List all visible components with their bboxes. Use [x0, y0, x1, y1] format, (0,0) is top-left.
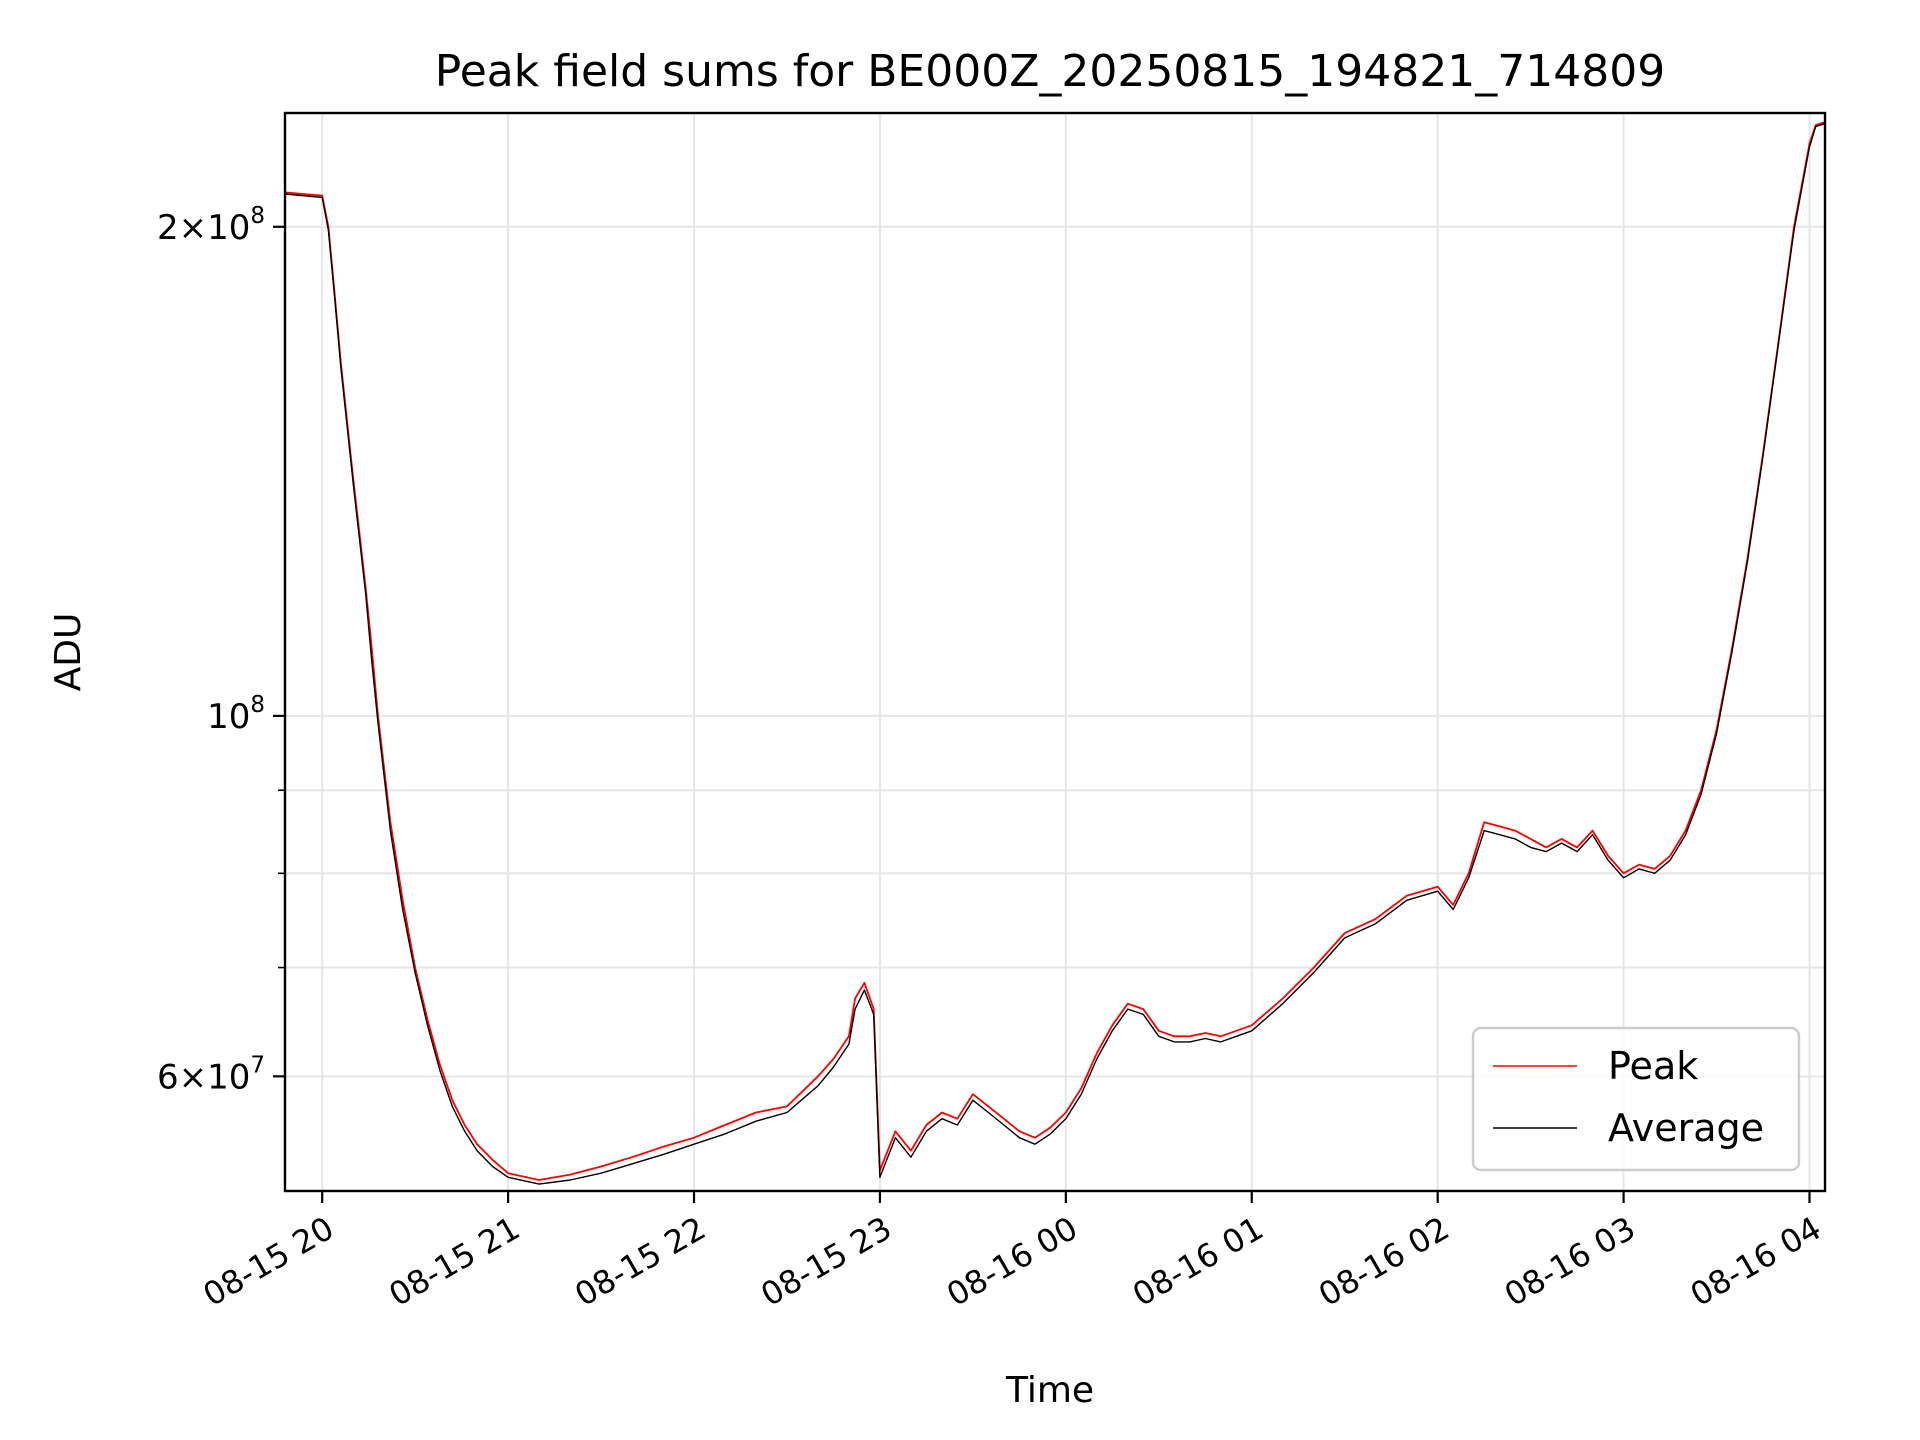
- y-axis-label: ADU: [48, 613, 89, 692]
- y-tick-label: 108: [207, 692, 265, 737]
- x-axis-ticks: 08-15 20 08-15 21 08-15 22 08-15 23 08-16 00…: [197, 1191, 1828, 1314]
- x-tick-label: 08-15 20: [197, 1209, 341, 1314]
- series-line-average: [284, 122, 1826, 1185]
- plot-area-frame: [283, 111, 1827, 1193]
- legend-label-peak: Peak: [1608, 1044, 1698, 1088]
- y-tick-label: 2×108: [157, 203, 265, 248]
- series-line-peak: [284, 121, 1826, 1181]
- legend: Peak Average: [1471, 1026, 1801, 1172]
- plot-series: [284, 121, 1826, 1185]
- y-tick-label: 6×107: [157, 1052, 265, 1097]
- grid-lines: [285, 113, 1825, 1191]
- y-axis-ticks: 2×108 108 6×107: [157, 203, 285, 1097]
- x-axis-label: Time: [1005, 1370, 1094, 1411]
- x-tick-label: 08-16 02: [1312, 1209, 1456, 1314]
- x-tick-label: 08-16 00: [940, 1209, 1084, 1314]
- x-tick-label: 08-16 04: [1684, 1209, 1828, 1314]
- x-tick-label: 08-15 22: [568, 1209, 712, 1314]
- legend-label-average: Average: [1608, 1106, 1764, 1150]
- x-tick-label: 08-15 21: [382, 1209, 526, 1314]
- chart-title: Peak field sums for BE000Z_20250815_1948…: [435, 46, 1665, 97]
- x-tick-label: 08-16 03: [1498, 1209, 1642, 1314]
- x-tick-label: 08-16 01: [1126, 1209, 1270, 1314]
- x-tick-label: 08-15 23: [754, 1209, 898, 1314]
- legend-frame: [1471, 1026, 1801, 1172]
